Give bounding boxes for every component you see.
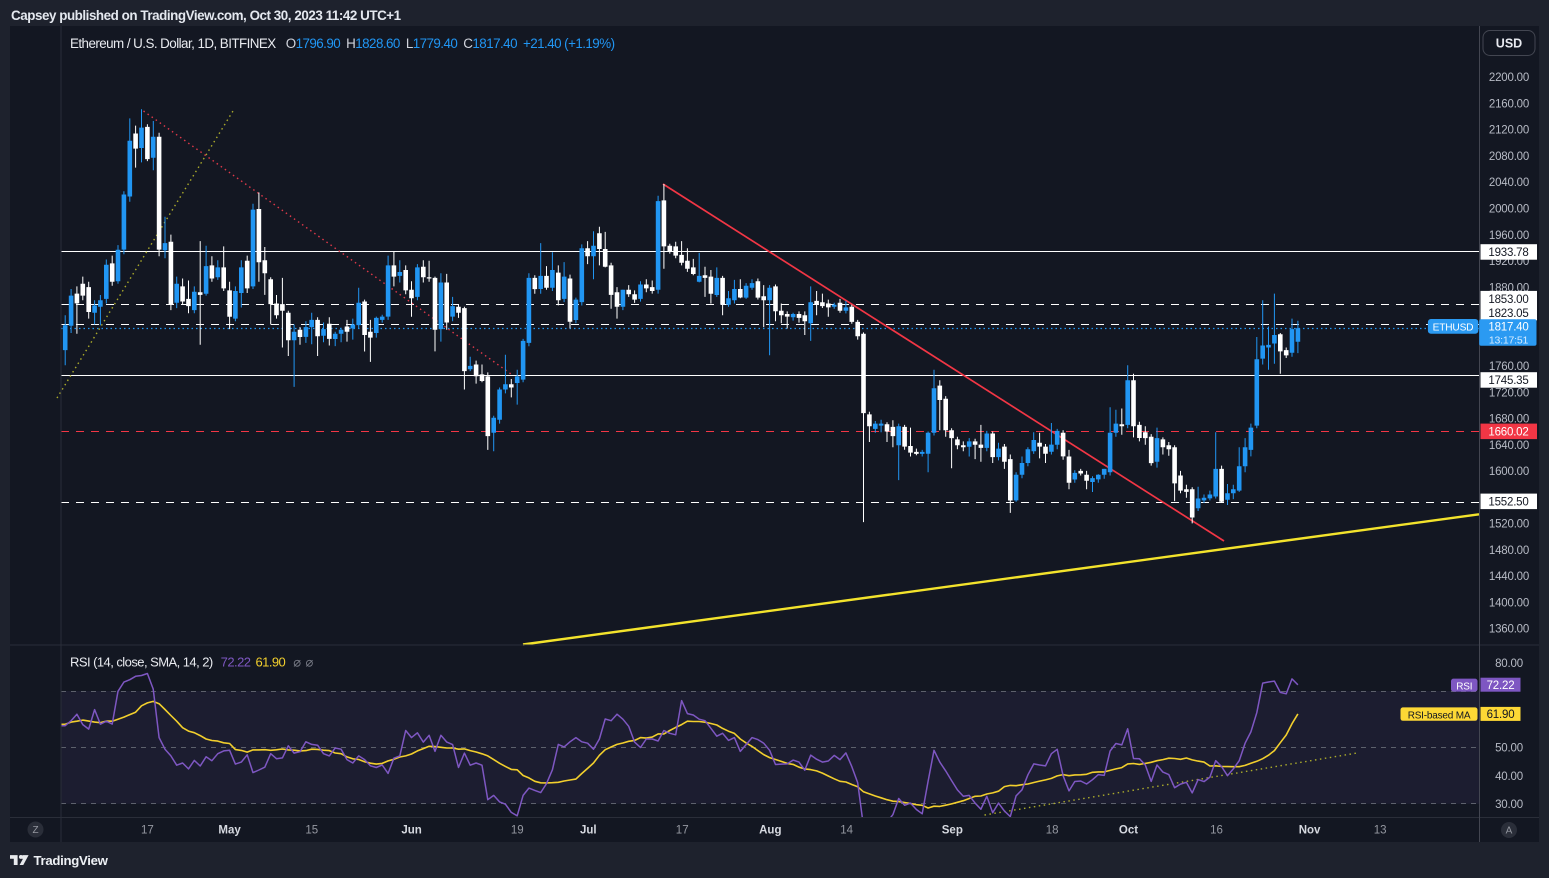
svg-text:Aug: Aug <box>759 825 781 837</box>
svg-text:18: 18 <box>1046 825 1059 837</box>
svg-text:May: May <box>218 825 241 837</box>
svg-text:1720.00: 1720.00 <box>1489 387 1529 399</box>
svg-text:1823.05: 1823.05 <box>1488 308 1528 320</box>
svg-text:1440.00: 1440.00 <box>1489 571 1529 583</box>
svg-text:Capsey published on TradingVie: Capsey published on TradingView.com, Oct… <box>11 8 402 23</box>
svg-text:USD: USD <box>1496 37 1522 51</box>
svg-text:2160.00: 2160.00 <box>1489 99 1529 111</box>
svg-text:TradingView: TradingView <box>34 853 109 868</box>
svg-text:30.00: 30.00 <box>1495 799 1523 811</box>
svg-text:14: 14 <box>840 825 853 837</box>
svg-text:Nov: Nov <box>1299 825 1321 837</box>
svg-text:1640.00: 1640.00 <box>1489 440 1529 452</box>
svg-text:72.22: 72.22 <box>1487 680 1515 692</box>
svg-text:Z: Z <box>32 825 38 836</box>
svg-text:1853.00: 1853.00 <box>1488 294 1528 306</box>
svg-text:16: 16 <box>1210 825 1223 837</box>
svg-text:1760.00: 1760.00 <box>1489 361 1529 373</box>
svg-text:13: 13 <box>1374 825 1387 837</box>
svg-text:RSI: RSI <box>1456 681 1472 692</box>
svg-text:1817.40: 1817.40 <box>1488 321 1528 333</box>
svg-text:Jul: Jul <box>580 825 597 837</box>
svg-text:2200.00: 2200.00 <box>1489 72 1529 84</box>
svg-text:61.90: 61.90 <box>1487 709 1515 721</box>
svg-text:2000.00: 2000.00 <box>1489 204 1529 216</box>
svg-text:Jun: Jun <box>401 825 421 837</box>
svg-text:2080.00: 2080.00 <box>1489 151 1529 163</box>
svg-text:RSI (14, close, SMA, 14, 2)72.: RSI (14, close, SMA, 14, 2) 72.22 61.90 ⌀ ⌀ <box>70 655 314 670</box>
svg-text:1660.02: 1660.02 <box>1488 427 1528 439</box>
svg-text:2040.00: 2040.00 <box>1489 177 1529 189</box>
svg-text:ETHUSD: ETHUSD <box>1433 323 1474 334</box>
svg-text:17: 17 <box>141 825 154 837</box>
svg-text:1552.50: 1552.50 <box>1488 497 1528 509</box>
svg-text:1480.00: 1480.00 <box>1489 545 1529 557</box>
svg-text:13:17:51: 13:17:51 <box>1489 335 1529 347</box>
svg-text:17: 17 <box>676 825 689 837</box>
svg-text:19: 19 <box>511 825 524 837</box>
svg-text:40.00: 40.00 <box>1495 771 1523 783</box>
svg-text:2120.00: 2120.00 <box>1489 125 1529 137</box>
svg-text:1960.00: 1960.00 <box>1489 230 1529 242</box>
svg-text:50.00: 50.00 <box>1495 743 1523 755</box>
svg-text:1600.00: 1600.00 <box>1489 466 1529 478</box>
svg-text:15: 15 <box>305 825 318 837</box>
svg-text:A: A <box>1506 826 1513 837</box>
svg-text:1745.35: 1745.35 <box>1488 375 1528 387</box>
svg-text:1520.00: 1520.00 <box>1489 519 1529 531</box>
svg-text:1680.00: 1680.00 <box>1489 414 1529 426</box>
svg-text:1400.00: 1400.00 <box>1489 597 1529 609</box>
svg-text:Oct: Oct <box>1119 825 1138 837</box>
svg-text:80.00: 80.00 <box>1495 658 1523 670</box>
svg-text:Sep: Sep <box>942 825 963 837</box>
svg-text:RSI-based MA: RSI-based MA <box>1408 710 1471 721</box>
svg-text:1360.00: 1360.00 <box>1489 624 1529 636</box>
svg-text:1933.78: 1933.78 <box>1488 247 1528 259</box>
